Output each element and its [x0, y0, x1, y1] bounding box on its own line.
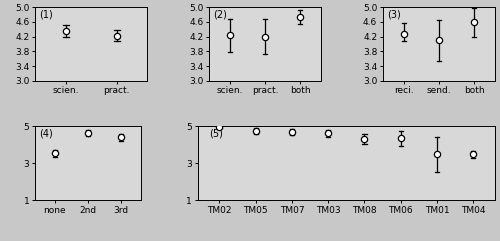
- Text: (1): (1): [40, 9, 53, 20]
- Text: (3): (3): [388, 9, 401, 20]
- Text: (4): (4): [39, 129, 53, 139]
- Text: (5): (5): [210, 129, 224, 139]
- Text: (2): (2): [214, 9, 228, 20]
